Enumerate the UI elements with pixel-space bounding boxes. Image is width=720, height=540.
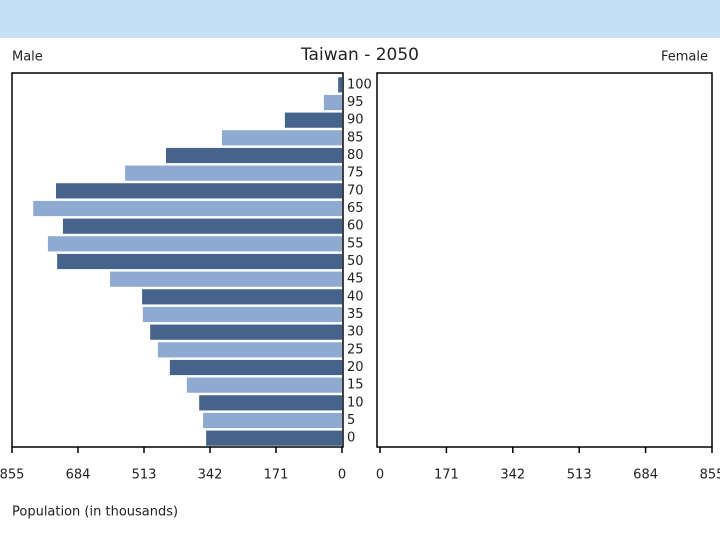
bar [56,183,342,199]
age-label: 20 [347,360,364,375]
age-label: 100 [347,77,372,92]
x-tick-label: 855 [700,468,720,483]
bar [47,236,342,252]
bar [62,218,343,234]
bar [110,271,342,287]
x-tick-label: 513 [567,468,592,483]
bar [338,77,342,93]
age-label: 15 [347,378,364,393]
bar [166,147,342,164]
right-panel [376,72,713,448]
age-label: 95 [347,95,364,110]
right-label: Female [661,50,708,65]
age-label: 80 [347,148,364,163]
x-tick-label: 684 [66,468,91,483]
age-label: 85 [347,130,364,145]
bar [186,377,342,393]
bar [142,289,342,305]
bar [125,165,342,181]
age-label: 75 [347,166,364,181]
x-tick-label: 0 [376,468,384,483]
x-tick-label: 855 [0,468,24,483]
x-tick-label: 171 [434,468,459,483]
age-label: 0 [347,431,355,446]
chart-title: Taiwan - 2050 [300,45,419,65]
bar [284,112,342,128]
age-label: 40 [347,289,364,304]
age-label: 55 [347,236,364,251]
age-label: 70 [347,183,364,198]
x-tick-label: 684 [633,468,658,483]
age-label: 10 [347,395,364,410]
bar [157,342,342,358]
bar [142,306,342,323]
bar [323,94,342,111]
x-tick-label: 0 [338,468,346,483]
x-tick-label: 513 [132,468,157,483]
age-label: 50 [347,254,364,269]
bar [150,324,342,340]
bar [203,412,342,429]
age-label: 60 [347,219,364,234]
bar [169,359,342,376]
x-axis-label: Population (in thousands) [12,505,178,520]
x-tick-label: 342 [500,468,525,483]
age-label: 30 [347,325,364,340]
bar [57,253,342,270]
bar [33,200,343,217]
x-tick-label: 342 [198,468,223,483]
left-panel [11,72,344,448]
age-label: 35 [347,307,364,322]
age-label: 5 [347,413,355,428]
age-label: 45 [347,272,364,287]
left-label: Male [12,50,43,65]
header-band [0,0,720,38]
bar [199,395,342,411]
bar [221,130,342,146]
bar [206,430,342,446]
age-label: 25 [347,342,364,357]
age-label: 90 [347,113,364,128]
age-label: 65 [347,201,364,216]
x-tick-label: 171 [264,468,289,483]
